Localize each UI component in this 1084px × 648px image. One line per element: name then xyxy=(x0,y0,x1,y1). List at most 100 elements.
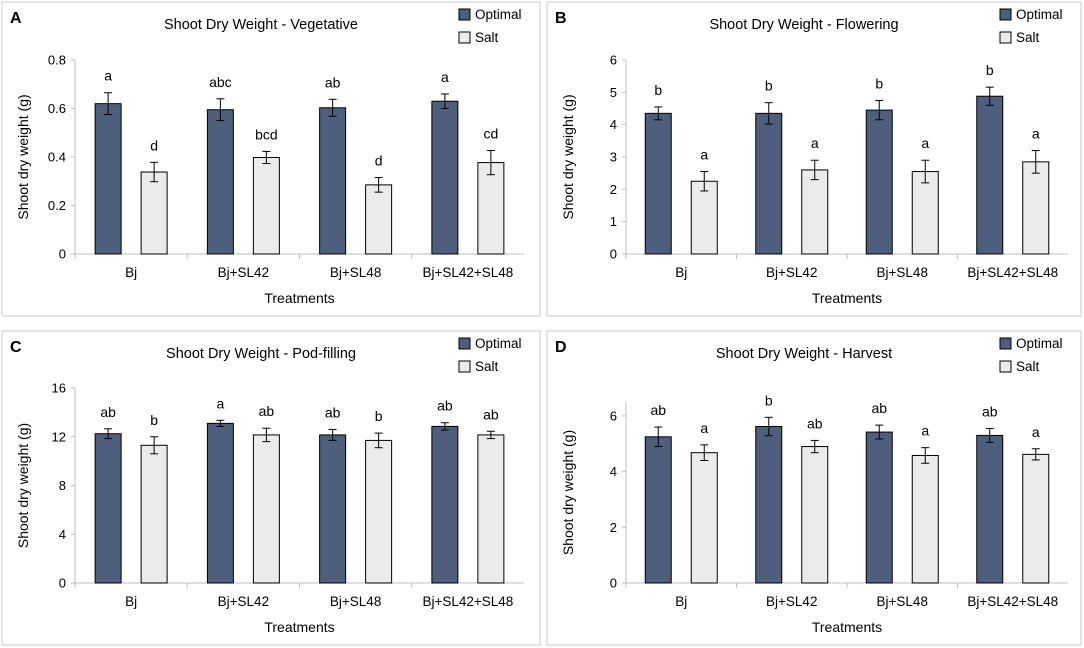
bar-optimal-3 xyxy=(865,431,893,584)
x-category-label: Bj xyxy=(675,265,687,280)
y-axis-label: Shoot dry weight (g) xyxy=(560,430,576,555)
bar-salt-4 xyxy=(477,162,505,255)
bar-salt-4 xyxy=(477,434,505,584)
significance-label: ab xyxy=(483,406,499,422)
bar-optimal-2 xyxy=(755,112,783,255)
significance-label: ab xyxy=(100,404,116,420)
legend-swatch-optimal xyxy=(999,337,1012,350)
x-category-label: Bj+SL42 xyxy=(218,594,269,609)
y-axis-label: Shoot dry weight (g) xyxy=(15,423,31,548)
bar-optimal-1 xyxy=(644,436,672,584)
chart-title: Shoot Dry Weight - Flowering xyxy=(709,17,898,33)
legend-swatch-salt xyxy=(999,360,1012,373)
y-tick-label: 3 xyxy=(610,150,617,165)
chart-title: Shoot Dry Weight - Pod-filling xyxy=(166,346,356,362)
bar-optimal-1 xyxy=(94,103,122,255)
legend-swatch-salt xyxy=(458,360,471,373)
panel-letter: C xyxy=(10,339,22,356)
x-category-label: Bj+SL48 xyxy=(877,265,928,280)
bar-salt-2 xyxy=(252,434,280,584)
bar-salt-3 xyxy=(365,184,393,255)
y-tick-label: 5 xyxy=(610,85,617,100)
y-tick-label: 0 xyxy=(610,576,617,591)
legend-label-optimal: Optimal xyxy=(1016,336,1063,351)
chart-title: Shoot Dry Weight - Harvest xyxy=(716,346,892,362)
legend-swatch-salt xyxy=(458,31,471,44)
bar-salt-2 xyxy=(252,156,280,255)
panel-letter: A xyxy=(10,10,22,27)
y-tick-label: 0 xyxy=(59,576,66,591)
legend-label-optimal: Optimal xyxy=(475,336,522,351)
significance-label: abc xyxy=(209,74,232,90)
y-tick-label: 16 xyxy=(52,381,66,396)
legend-label-optimal: Optimal xyxy=(1016,7,1063,22)
chart-panel-d: D Shoot Dry Weight - Harvest Optimal Salt 0 2… xyxy=(546,330,1082,646)
legend-label-optimal: Optimal xyxy=(475,7,522,22)
bar-salt-2 xyxy=(801,169,829,255)
legend-swatch-optimal xyxy=(458,8,471,21)
significance-label: b xyxy=(150,412,158,428)
bar-salt-1 xyxy=(690,452,718,584)
significance-label: a xyxy=(216,395,224,411)
significance-label: a xyxy=(1032,424,1040,440)
y-tick-label: 4 xyxy=(610,464,617,479)
y-axis-label: Shoot dry weight (g) xyxy=(15,94,31,219)
legend-label-salt: Salt xyxy=(1016,30,1040,45)
legend-label-salt: Salt xyxy=(1016,359,1040,374)
y-axis-label: Shoot dry weight (g) xyxy=(560,94,576,219)
x-category-label: Bj+SL42+SL48 xyxy=(967,594,1058,609)
x-category-label: Bj+SL48 xyxy=(330,265,381,280)
bar-optimal-4 xyxy=(431,425,459,584)
bar-salt-1 xyxy=(140,444,168,584)
panel-letter: D xyxy=(555,339,567,356)
significance-label: a xyxy=(700,420,708,436)
y-tick-label: 0 xyxy=(59,247,66,262)
bar-optimal-2 xyxy=(755,426,783,584)
y-tick-label: 6 xyxy=(610,53,617,68)
bar-salt-2 xyxy=(801,446,829,584)
significance-label: ab xyxy=(807,415,823,431)
bar-optimal-3 xyxy=(319,107,347,255)
x-axis-label: Treatments xyxy=(812,290,882,306)
bar-optimal-2 xyxy=(206,109,234,255)
y-tick-label: 0.4 xyxy=(48,150,66,165)
significance-label: b xyxy=(986,62,994,78)
bar-salt-4 xyxy=(1022,161,1050,255)
panel-letter: B xyxy=(555,10,567,27)
x-category-label: Bj xyxy=(675,594,687,609)
significance-label: a xyxy=(811,135,819,151)
legend-swatch-optimal xyxy=(999,8,1012,21)
chart-panel-c: C Shoot Dry Weight - Pod-filling Optimal Sa… xyxy=(1,330,541,646)
significance-label: ab xyxy=(325,404,341,420)
bar-optimal-3 xyxy=(865,109,893,255)
significance-label: b xyxy=(765,392,773,408)
x-category-label: Bj xyxy=(125,594,137,609)
significance-label: ab xyxy=(871,400,887,416)
x-category-label: Bj xyxy=(125,265,137,280)
bar-optimal-4 xyxy=(976,434,1004,584)
bar-optimal-1 xyxy=(94,433,122,584)
bar-salt-3 xyxy=(911,171,939,255)
chart-panel-b: B Shoot Dry Weight - Flowering Optimal Salt… xyxy=(546,1,1082,317)
x-axis-label: Treatments xyxy=(812,619,882,635)
bar-salt-3 xyxy=(911,454,939,584)
bar-optimal-1 xyxy=(644,112,672,255)
x-category-label: Bj+SL42+SL48 xyxy=(422,265,513,280)
significance-label: ab xyxy=(325,74,341,90)
significance-label: b xyxy=(654,82,662,98)
y-tick-label: 4 xyxy=(610,117,617,132)
significance-label: ab xyxy=(437,398,453,414)
x-axis-label: Treatments xyxy=(264,619,334,635)
bar-salt-4 xyxy=(1022,453,1050,584)
y-tick-label: 2 xyxy=(610,520,617,535)
bar-optimal-4 xyxy=(431,100,459,255)
y-tick-label: 0.8 xyxy=(48,53,66,68)
bar-optimal-3 xyxy=(319,434,347,584)
legend-swatch-optimal xyxy=(458,337,471,350)
x-category-label: Bj+SL48 xyxy=(330,594,381,609)
chart-title: Shoot Dry Weight - Vegetative xyxy=(164,17,358,33)
x-category-label: Bj+SL42 xyxy=(766,265,817,280)
significance-label: d xyxy=(375,153,383,169)
y-tick-label: 12 xyxy=(52,429,66,444)
